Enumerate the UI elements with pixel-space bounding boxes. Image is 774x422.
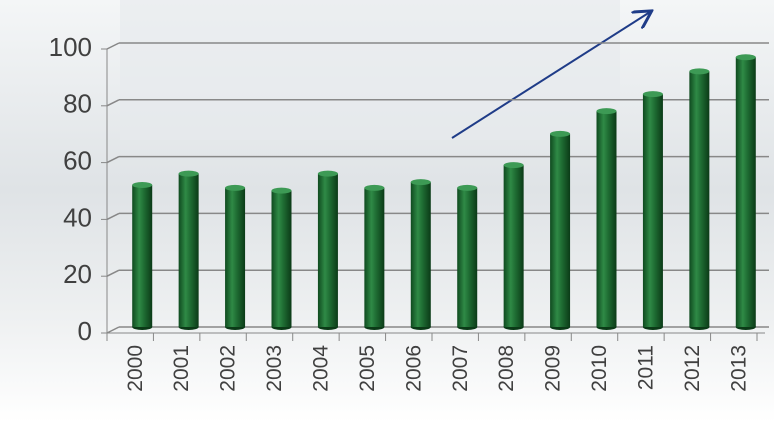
bar [642, 94, 663, 328]
x-tick-label: 2002 [217, 345, 240, 392]
y-tick-label: 100 [49, 32, 92, 62]
bar-cap [178, 170, 199, 177]
bar [503, 165, 524, 327]
x-tick-label: 2010 [588, 345, 611, 392]
bar [364, 187, 385, 327]
bar [689, 71, 710, 328]
bar [735, 57, 756, 327]
bar-cap [550, 130, 571, 137]
x-tick-label: 2013 [727, 345, 750, 392]
grid-line [106, 269, 120, 277]
bar [178, 173, 199, 327]
bar-cap [457, 184, 478, 191]
x-tick-label: 2009 [542, 345, 565, 392]
bar-cap [271, 187, 292, 194]
grid-line [106, 212, 120, 221]
x-tick-label: 2004 [309, 345, 332, 392]
y-tick-label: 80 [63, 89, 92, 119]
bar [271, 190, 292, 327]
x-tick-label: 2001 [170, 345, 193, 392]
bar-cap [410, 179, 431, 186]
y-tick-label: 0 [78, 316, 92, 346]
bar-cap [317, 170, 338, 177]
x-tick-label: 2008 [495, 345, 518, 392]
bar [410, 182, 431, 327]
bar-cap [225, 184, 246, 191]
grid-line [106, 326, 120, 334]
bar [225, 187, 246, 327]
x-tick-label: 2000 [124, 345, 147, 392]
y-tick-label: 40 [63, 202, 92, 232]
bar [457, 187, 478, 327]
y-tick-label: 60 [63, 145, 92, 175]
bar [550, 133, 571, 327]
bar-cap [735, 54, 756, 61]
x-tick-label: 2003 [263, 345, 286, 392]
x-tick-label: 2006 [402, 345, 425, 392]
grid-line [106, 155, 120, 164]
x-tick-label: 2005 [356, 345, 379, 392]
background-photo [120, 0, 620, 140]
grid-line [106, 42, 120, 50]
x-tick-label: 2011 [634, 345, 657, 390]
x-tick-label: 2012 [681, 345, 704, 392]
bar [132, 185, 153, 327]
grid-line [106, 99, 120, 107]
bar-cap [689, 68, 710, 75]
y-tick-label: 20 [63, 259, 92, 289]
bar [596, 111, 617, 327]
bar-cap [596, 108, 617, 115]
trend-arrow [451, 12, 650, 139]
bar-cap [132, 182, 153, 188]
x-tick-label: 2007 [449, 345, 472, 392]
bar-cap [642, 91, 663, 98]
bar-cap [503, 162, 524, 169]
bar-cap [364, 184, 385, 191]
bar [317, 173, 338, 327]
